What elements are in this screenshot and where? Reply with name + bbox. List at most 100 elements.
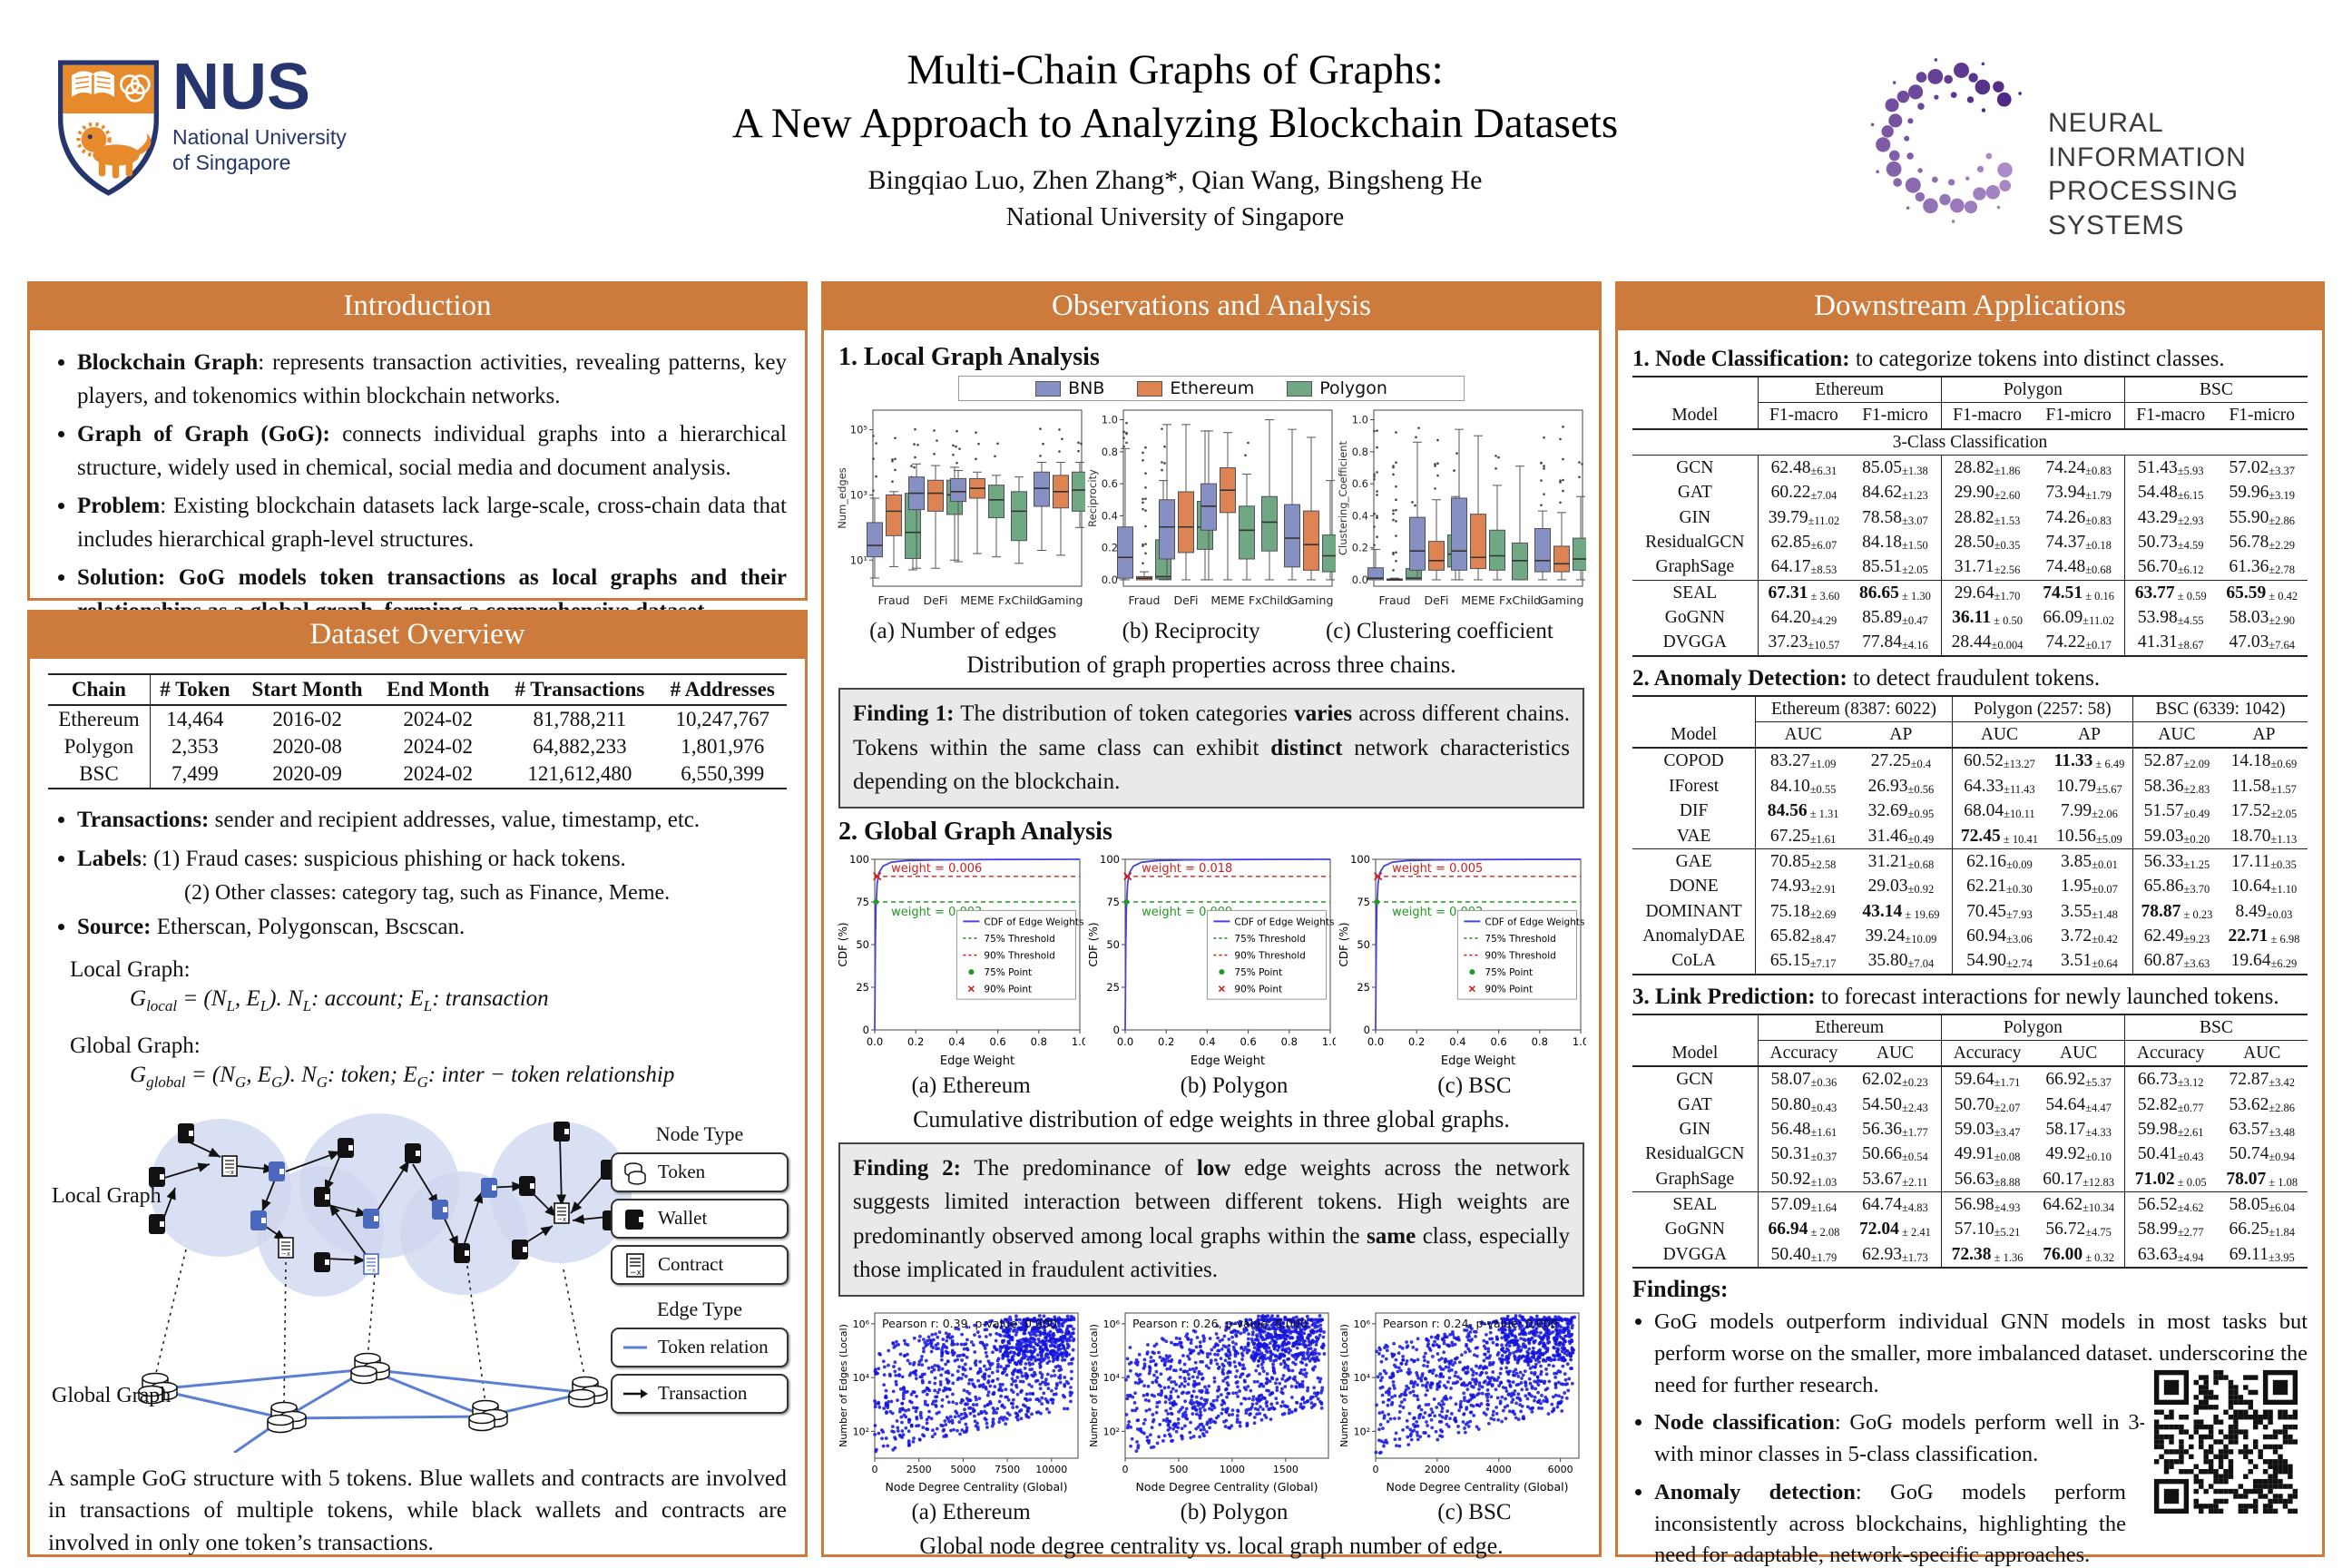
box-plot: 0.0 0.2 0.4 0.6 0.8 1.0 Reciprocity Fraud DeFi ME… [1087, 409, 1336, 607]
result-cell: 84.56 ± 1.31 [1755, 799, 1851, 824]
column-header: # Token [150, 673, 240, 706]
result-cell: 64.74±4.83 [1849, 1191, 1942, 1218]
svg-text:0.4: 0.4 [1352, 509, 1368, 522]
poster-title-line1: Multi-Chain Graphs of Graphs: [906, 46, 1444, 93]
svg-text:0.6: 0.6 [989, 1035, 1005, 1048]
result-cell: 77.84±4.16 [1849, 630, 1942, 657]
nus-logo: NUS National University of Singapore [47, 54, 374, 200]
span-row-label: 3-Class Classification [1632, 428, 2308, 456]
result-cell: 56.78±2.29 [2229, 533, 2296, 553]
boxplot-subcaptions: (a) Number of edges (b) Reciprocity (c) Cl… [837, 619, 1586, 644]
result-cell: 7.99±2.06 [2061, 801, 2118, 821]
list-item: Problem: Existing blockchain datasets la… [77, 490, 787, 556]
model-name: GIN [1679, 507, 1711, 527]
indent-line: (2) Other classes: category tag, such as… [184, 881, 671, 905]
result-cell: 74.37±0.18 [2045, 533, 2112, 553]
subcolumn-header: F1-micro [2033, 402, 2125, 430]
result-cell: 10.79±5.67 [2056, 776, 2122, 796]
group-header-row: Ethereum Polygon BSC [1632, 1013, 2308, 1041]
svg-text:0.6: 0.6 [1240, 1035, 1256, 1048]
table-cell: 14,464 [166, 708, 224, 730]
table-row: DVGGA 37.23±10.57 77.84±4.16 28.44±0.004 74.… [1632, 630, 2308, 657]
local-graph-label: Local Graph: [70, 956, 191, 982]
boxplot-row: 10¹ 10³ 10⁵ Num_edges Fraud DeFi MEME FxChild Ga… [837, 403, 1586, 617]
result-cell: 43.14 ± 19.69 [1862, 901, 1940, 921]
result-cell: 63.57±3.48 [2229, 1119, 2296, 1139]
result-cell: 31.21±0.68 [1850, 848, 1953, 875]
svg-text:0.8: 0.8 [1281, 1035, 1298, 1048]
nus-lion-icon [76, 122, 152, 179]
result-cell: 84.10±0.55 [1755, 773, 1851, 799]
table-cell: 121,612,480 [501, 760, 659, 789]
cdf-plot: 0 25 50 75 100 0.0 0.2 0.4 0.6 0.8 1.0 Edge Weight C… [1087, 853, 1336, 1068]
table-cell: 2024-02 [375, 760, 502, 789]
result-cell: 56.48±1.61 [1757, 1116, 1850, 1142]
svg-text:0.0: 0.0 [1102, 573, 1118, 586]
svg-text:75% Point: 75% Point [1234, 967, 1282, 978]
subcolumn-header: F1-micro [2216, 402, 2308, 430]
result-cell: 74.24±0.83 [2045, 458, 2112, 478]
svg-text:Fraud: Fraud [1129, 593, 1161, 607]
result-cell: 72.04 ± 2.41 [1859, 1220, 1931, 1240]
model-name: DONE [1669, 877, 1719, 897]
subcolumn-header: AUC [1755, 721, 1851, 750]
table-cell: 7,499 [150, 760, 240, 789]
svg-text:4000: 4000 [1486, 1464, 1512, 1475]
svg-text:1.0: 1.0 [1072, 1035, 1085, 1048]
legend-contract-label: Contract [658, 1253, 724, 1275]
svg-text:−x: −x [557, 1216, 566, 1223]
result-cell: 50.74±0.94 [2229, 1144, 2296, 1164]
result-cell: 17.11±0.35 [2220, 848, 2308, 875]
result-cell: 64.33±11.43 [1951, 773, 2047, 799]
result-cell: 71.02 ± 0.05 [2123, 1166, 2217, 1192]
subcolumn-header-row: Model Accuracy AUC Accuracy AUC Accuracy AUC [1632, 1040, 2308, 1068]
subcolumn-header: Accuracy [1940, 1040, 2034, 1068]
result-cell: 50.31±0.37 [1757, 1142, 1850, 1167]
subcolumn-header: AP [1850, 721, 1953, 750]
subplot-caption: (c) BSC [1437, 1499, 1512, 1524]
result-cell: 59.96±3.19 [2229, 483, 2296, 503]
result-cell: 64.17±8.53 [1757, 554, 1850, 581]
result-cell: 63.63±4.94 [2123, 1241, 2217, 1269]
result-cell: 8.49±0.03 [2235, 901, 2293, 921]
result-cell: 62.21±0.30 [1951, 874, 2047, 899]
nus-acronym: NUS [172, 51, 311, 123]
result-cell: 50.41±0.43 [2123, 1142, 2217, 1167]
dataset-panel: Dataset Overview Chain # Token Start Month… [27, 610, 808, 1557]
result-cell: 28.82±1.53 [1940, 505, 2034, 531]
neurips-line1: NEURAL INFORMATION [2048, 108, 2247, 172]
result-cell: 52.87±2.09 [2132, 748, 2220, 774]
transaction-icon [623, 1388, 648, 1398]
result-cell: 3.51±0.64 [2046, 948, 2133, 975]
model-name: AnomalyDAE [1642, 926, 1745, 946]
result-cell: 1.95±0.07 [2061, 877, 2118, 897]
model-name: ResidualGCN [1645, 1144, 1745, 1164]
result-cell: 64.62±10.34 [2033, 1191, 2125, 1218]
result-cell: 83.27±1.09 [1755, 748, 1851, 774]
svg-text:10⁴: 10⁴ [1354, 1372, 1371, 1384]
svg-text:0.8: 0.8 [1352, 446, 1368, 458]
list-item: Graph of Graph (GoG): connects individua… [77, 418, 787, 485]
result-cell: 56.33±1.25 [2132, 848, 2220, 875]
result-cell: 56.36±1.77 [1862, 1119, 1928, 1139]
observations-header: Observations and Analysis [824, 284, 1599, 330]
subcolumn-header: AUC [1951, 721, 2047, 750]
svg-text:25: 25 [1357, 981, 1370, 994]
table-cell: 2016-02 [272, 708, 342, 730]
result-cell: 60.87±3.63 [2132, 948, 2220, 975]
svg-text:25: 25 [856, 981, 869, 994]
result-cell: 62.49±9.23 [2132, 923, 2220, 949]
result-cell: 27.25±0.4 [1870, 751, 1932, 771]
downstream-header: Downstream Applications [1618, 284, 2322, 330]
svg-text:500: 500 [1169, 1464, 1188, 1475]
global-graph-formula: Gglobal = (NG, EG). NG: token; EG: inter… [130, 1062, 675, 1091]
svg-text:50: 50 [1357, 938, 1370, 951]
result-cell: 54.90±2.74 [1951, 948, 2047, 975]
result-cell: 31.46±0.49 [1867, 826, 1935, 846]
svg-text:−x: −x [630, 1269, 642, 1278]
result-cell: 58.07±0.36 [1757, 1066, 1850, 1093]
box-plot: 10¹ 10³ 10⁵ Num_edges Fraud DeFi MEME FxChildGa… [837, 409, 1085, 607]
legend-wallet-label: Wallet [658, 1207, 708, 1229]
svg-text:Pearson r: 0.39, p-value: 0.00: Pearson r: 0.39, p-value: 0.000 [882, 1317, 1057, 1330]
